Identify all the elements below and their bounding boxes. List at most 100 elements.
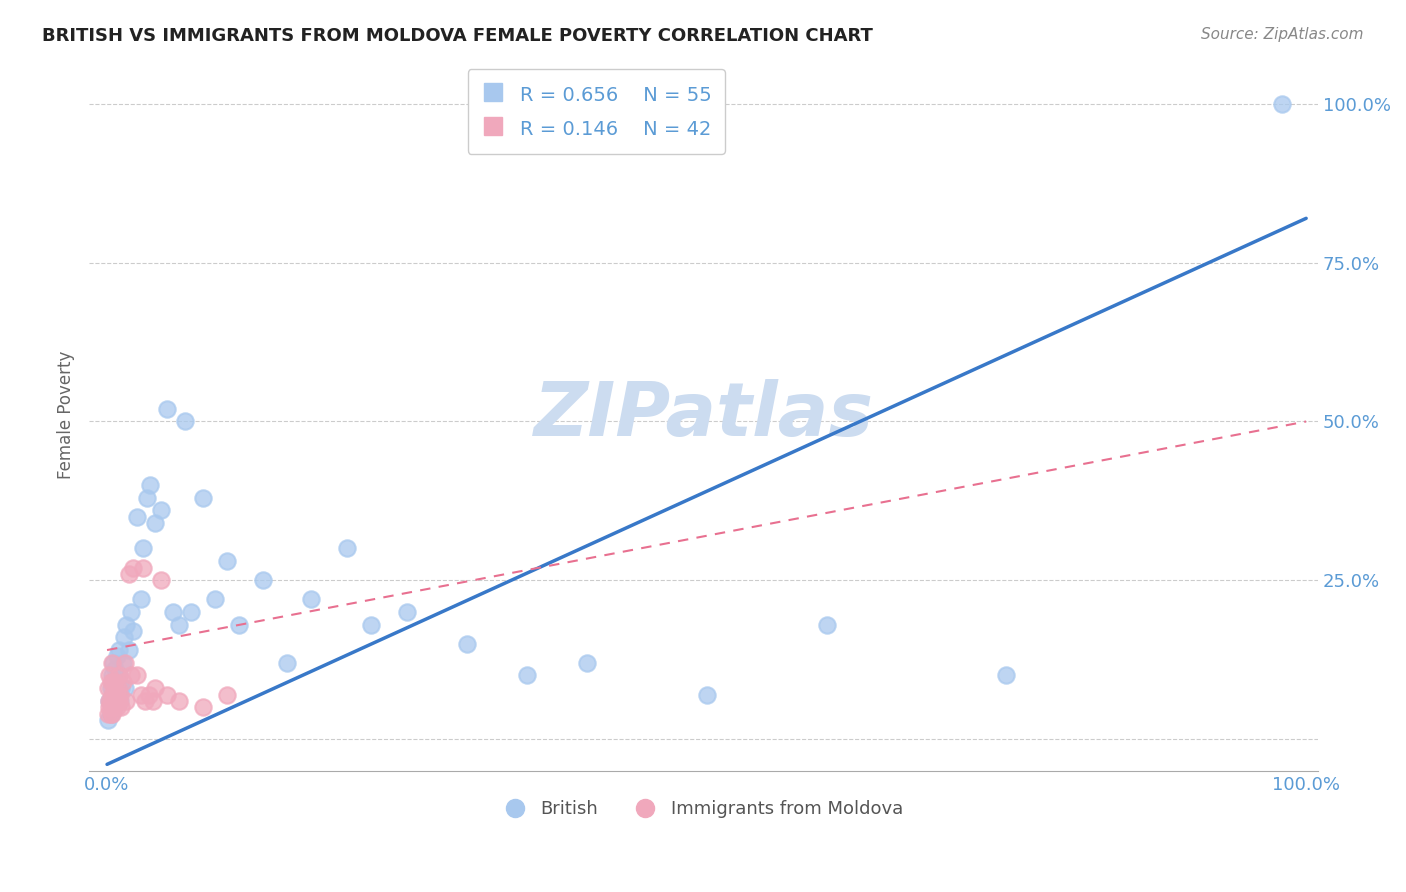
Point — [108, 668, 131, 682]
Point — [575, 656, 598, 670]
Point — [97, 706, 120, 721]
Point — [167, 617, 190, 632]
Point — [1271, 97, 1294, 112]
Point — [122, 560, 145, 574]
Point — [100, 681, 122, 695]
Point — [115, 617, 138, 632]
Point — [104, 674, 127, 689]
Point — [143, 681, 166, 695]
Point — [276, 656, 298, 670]
Point — [105, 694, 128, 708]
Point — [815, 617, 838, 632]
Point — [139, 478, 162, 492]
Point — [103, 700, 125, 714]
Point — [115, 694, 138, 708]
Point — [129, 688, 152, 702]
Point — [132, 541, 155, 556]
Point — [98, 700, 121, 714]
Point — [120, 668, 142, 682]
Point — [134, 694, 156, 708]
Point — [456, 637, 478, 651]
Point — [105, 649, 128, 664]
Point — [299, 592, 322, 607]
Point — [101, 688, 124, 702]
Point — [101, 674, 124, 689]
Point — [101, 656, 124, 670]
Point — [111, 674, 134, 689]
Point — [103, 700, 125, 714]
Point — [516, 668, 538, 682]
Point — [110, 681, 132, 695]
Point — [101, 668, 124, 682]
Point — [111, 656, 134, 670]
Point — [100, 706, 122, 721]
Point — [110, 700, 132, 714]
Point — [395, 605, 418, 619]
Point — [696, 688, 718, 702]
Point — [129, 592, 152, 607]
Text: ZIPatlas: ZIPatlas — [534, 378, 873, 451]
Point — [117, 566, 139, 581]
Point — [110, 688, 132, 702]
Point — [97, 681, 120, 695]
Point — [150, 573, 173, 587]
Point — [101, 688, 124, 702]
Point — [110, 694, 132, 708]
Point — [125, 509, 148, 524]
Point — [228, 617, 250, 632]
Point — [215, 554, 238, 568]
Point — [114, 656, 136, 670]
Point — [204, 592, 226, 607]
Point — [132, 560, 155, 574]
Point — [100, 694, 122, 708]
Point — [252, 573, 274, 587]
Point — [122, 624, 145, 638]
Point — [100, 674, 122, 689]
Point — [117, 643, 139, 657]
Text: Source: ZipAtlas.com: Source: ZipAtlas.com — [1201, 27, 1364, 42]
Point — [105, 688, 128, 702]
Point — [105, 700, 128, 714]
Point — [97, 713, 120, 727]
Point — [104, 662, 127, 676]
Point — [995, 668, 1018, 682]
Point — [100, 706, 122, 721]
Point — [138, 688, 160, 702]
Point — [191, 491, 214, 505]
Point — [98, 694, 121, 708]
Point — [101, 706, 124, 721]
Point — [360, 617, 382, 632]
Point — [108, 643, 131, 657]
Y-axis label: Female Poverty: Female Poverty — [58, 351, 75, 479]
Point — [215, 688, 238, 702]
Point — [191, 700, 214, 714]
Point — [101, 656, 124, 670]
Point — [108, 668, 131, 682]
Point — [108, 694, 131, 708]
Point — [120, 605, 142, 619]
Text: BRITISH VS IMMIGRANTS FROM MOLDOVA FEMALE POVERTY CORRELATION CHART: BRITISH VS IMMIGRANTS FROM MOLDOVA FEMAL… — [42, 27, 873, 45]
Point — [135, 491, 157, 505]
Point — [150, 503, 173, 517]
Point — [107, 681, 129, 695]
Point — [101, 700, 124, 714]
Point — [107, 681, 129, 695]
Point — [180, 605, 202, 619]
Point — [98, 668, 121, 682]
Point — [125, 668, 148, 682]
Point — [336, 541, 359, 556]
Point — [103, 688, 125, 702]
Point — [104, 694, 127, 708]
Point — [174, 415, 197, 429]
Point — [114, 681, 136, 695]
Point — [103, 674, 125, 689]
Point — [104, 688, 127, 702]
Point — [162, 605, 184, 619]
Point — [101, 694, 124, 708]
Point — [142, 694, 165, 708]
Point — [167, 694, 190, 708]
Point — [98, 694, 121, 708]
Point — [156, 688, 179, 702]
Legend: British, Immigrants from Moldova: British, Immigrants from Moldova — [498, 793, 910, 826]
Point — [156, 401, 179, 416]
